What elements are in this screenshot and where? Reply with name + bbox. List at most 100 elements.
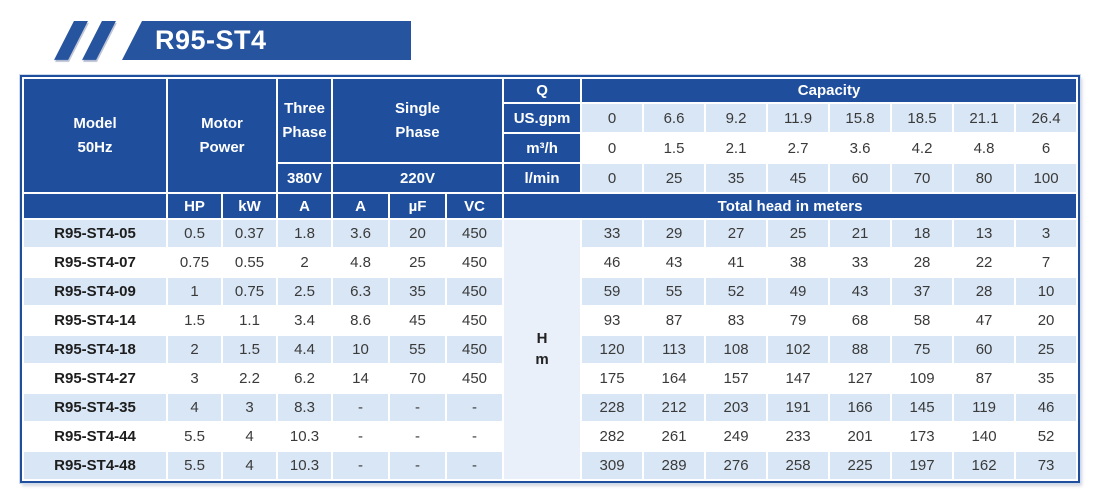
row-model: R95-ST4-18 xyxy=(24,336,166,363)
head-value-cell: 258 xyxy=(768,452,829,479)
head-value-cell: 25 xyxy=(768,220,829,247)
head-value-cell: 46 xyxy=(1016,394,1077,421)
header-blank xyxy=(24,194,166,218)
cell-kw: 0.55 xyxy=(223,249,277,276)
head-value-cell: 41 xyxy=(706,249,767,276)
capacity-value-cell: 21.1 xyxy=(954,104,1015,132)
head-value-cell: 46 xyxy=(582,249,643,276)
cell-a-380v: 4.4 xyxy=(278,336,332,363)
cell-vc: - xyxy=(447,394,503,421)
cell-vc: 450 xyxy=(447,307,503,334)
header-three-line1: Three xyxy=(284,100,325,118)
head-value-cell: 203 xyxy=(706,394,767,421)
head-value-cell: 75 xyxy=(892,336,953,363)
head-value-cell: 59 xyxy=(582,278,643,305)
cell-uf: - xyxy=(390,394,446,421)
head-unit-line2: m xyxy=(535,350,549,368)
title-banner: R95-ST4 xyxy=(30,21,430,60)
head-value-cell: 38 xyxy=(768,249,829,276)
cell-a-220v: - xyxy=(333,452,389,479)
header-three-line2: Phase xyxy=(282,123,327,141)
head-value-cell: 43 xyxy=(644,249,705,276)
capacity-value-cell: 0 xyxy=(582,134,643,162)
head-value-cell: 22 xyxy=(954,249,1015,276)
header-model-line1: Model xyxy=(73,115,117,133)
header-total-head: Total head in meters xyxy=(504,194,1077,218)
head-value-cell: 25 xyxy=(1016,336,1077,363)
header-uf: µF xyxy=(390,194,446,218)
cell-vc: 450 xyxy=(447,365,503,392)
head-value-cell: 173 xyxy=(892,423,953,450)
head-value-cell: 33 xyxy=(582,220,643,247)
header-motor-power: Motor Power xyxy=(168,79,277,192)
header-a-220v: A xyxy=(333,194,389,218)
head-value-cell: 68 xyxy=(830,307,891,334)
head-value-cell: 261 xyxy=(644,423,705,450)
cell-kw: 4 xyxy=(223,423,277,450)
capacity-value-cell: 25 xyxy=(644,164,705,192)
capacity-value-cell: 1.5 xyxy=(644,134,705,162)
cell-uf: 25 xyxy=(390,249,446,276)
head-value-cell: 289 xyxy=(644,452,705,479)
cell-a-220v: - xyxy=(333,423,389,450)
cell-vc: 450 xyxy=(447,220,503,247)
head-value-cell: 28 xyxy=(954,278,1015,305)
capacity-value-cell: 15.8 xyxy=(830,104,891,132)
spec-table: Model 50Hz Motor Power Three Phase Singl… xyxy=(22,77,1079,481)
head-value-cell: 201 xyxy=(830,423,891,450)
cell-uf: 35 xyxy=(390,278,446,305)
cell-kw: 3 xyxy=(223,394,277,421)
cell-vc: 450 xyxy=(447,249,503,276)
cell-vc: 450 xyxy=(447,336,503,363)
cell-a-220v: 4.8 xyxy=(333,249,389,276)
cell-uf: 55 xyxy=(390,336,446,363)
head-value-cell: 27 xyxy=(706,220,767,247)
cell-a-380v: 3.4 xyxy=(278,307,332,334)
banner-plate: R95-ST4 xyxy=(122,21,411,60)
cell-hp: 4 xyxy=(168,394,221,421)
header-380v: 380V xyxy=(278,164,332,192)
capacity-value-cell: 35 xyxy=(706,164,767,192)
head-value-cell: 162 xyxy=(954,452,1015,479)
head-value-cell: 88 xyxy=(830,336,891,363)
head-value-cell: 20 xyxy=(1016,307,1077,334)
header-model-line2: 50Hz xyxy=(77,138,113,156)
table-row: R95-ST4-18 2 1.5 4.4 10 55 450 120 113 108 102 88 75… xyxy=(24,336,1077,363)
head-value-cell: 37 xyxy=(892,278,953,305)
head-value-cell: 49 xyxy=(768,278,829,305)
cell-a-380v: 1.8 xyxy=(278,220,332,247)
head-value-cell: 79 xyxy=(768,307,829,334)
cell-uf: - xyxy=(390,452,446,479)
header-single-phase: Single Phase xyxy=(333,79,503,162)
cell-a-220v: - xyxy=(333,394,389,421)
diagonal-stripe-icon xyxy=(54,21,88,60)
head-value-cell: 10 xyxy=(1016,278,1077,305)
head-value-cell: 102 xyxy=(768,336,829,363)
cell-a-220v: 6.3 xyxy=(333,278,389,305)
table-row: R95-ST4-48 5.5 4 10.3- - -309 289 276 258 225 197 1… xyxy=(24,452,1077,479)
head-value-cell: 33 xyxy=(830,249,891,276)
cell-hp: 0.5 xyxy=(168,220,221,247)
unit-label-usgpm: US.gpm xyxy=(504,104,581,132)
cell-uf: 70 xyxy=(390,365,446,392)
cell-kw: 0.75 xyxy=(223,278,277,305)
table-row: R95-ST4-35 4 3 8.3- - -228 212 203 191 166 145 119 4… xyxy=(24,394,1077,421)
row-model: R95-ST4-05 xyxy=(24,220,166,247)
cell-hp: 3 xyxy=(168,365,221,392)
head-value-cell: 282 xyxy=(582,423,643,450)
capacity-value-cell: 4.2 xyxy=(892,134,953,162)
head-value-cell: 166 xyxy=(830,394,891,421)
header-kw: kW xyxy=(223,194,277,218)
head-value-cell: 191 xyxy=(768,394,829,421)
unit-label-lmin: l/min xyxy=(504,164,581,192)
diagonal-stripe-icon xyxy=(82,21,116,60)
head-value-cell: 58 xyxy=(892,307,953,334)
header-vc: VC xyxy=(447,194,503,218)
cell-uf: - xyxy=(390,423,446,450)
capacity-value-cell: 6 xyxy=(1016,134,1077,162)
cell-kw: 0.37 xyxy=(223,220,277,247)
head-value-cell: 28 xyxy=(892,249,953,276)
head-value-cell: 276 xyxy=(706,452,767,479)
row-model: R95-ST4-44 xyxy=(24,423,166,450)
head-value-cell: 309 xyxy=(582,452,643,479)
